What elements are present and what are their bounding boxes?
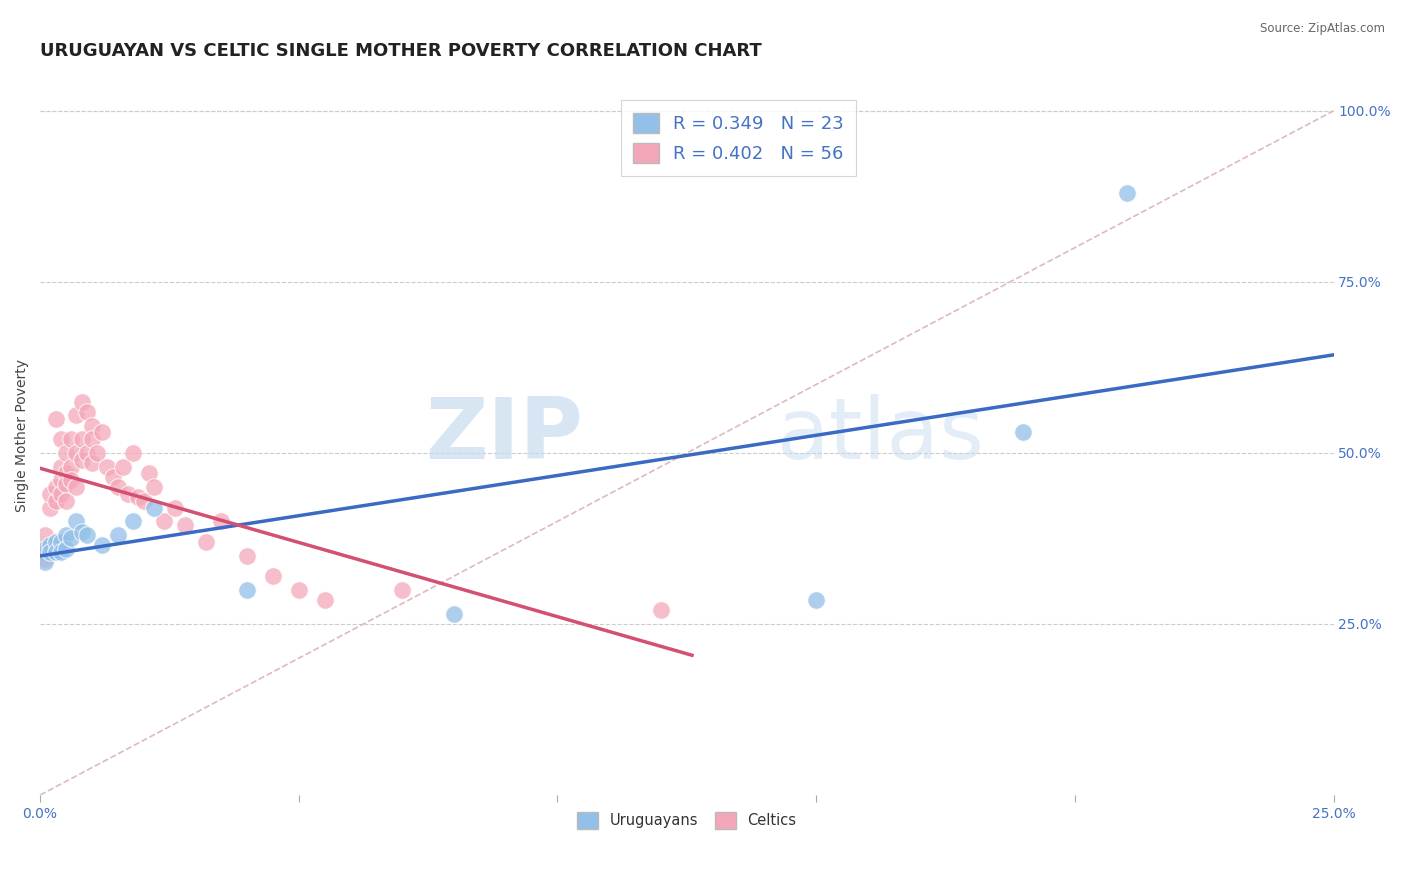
Point	[65, 409, 87, 423]
Point	[174, 517, 197, 532]
Point	[122, 446, 145, 460]
Point	[34, 552, 56, 566]
Point	[91, 425, 114, 440]
Point	[34, 541, 56, 556]
Point	[101, 470, 124, 484]
Point	[45, 411, 67, 425]
Point	[45, 545, 67, 559]
Point	[45, 493, 67, 508]
Point	[60, 473, 83, 487]
Point	[34, 528, 56, 542]
Point	[142, 500, 165, 515]
Point	[55, 541, 77, 556]
Point	[60, 459, 83, 474]
Point	[34, 555, 56, 569]
Point	[70, 394, 93, 409]
Point	[650, 603, 672, 617]
Point	[45, 534, 67, 549]
Point	[314, 593, 336, 607]
Point	[65, 480, 87, 494]
Point	[70, 432, 93, 446]
Point	[55, 467, 77, 481]
Point	[45, 480, 67, 494]
Point	[804, 593, 827, 607]
Point	[76, 528, 98, 542]
Point	[80, 456, 103, 470]
Point	[34, 541, 56, 556]
Y-axis label: Single Mother Poverty: Single Mother Poverty	[15, 359, 30, 512]
Point	[39, 487, 62, 501]
Text: Source: ZipAtlas.com: Source: ZipAtlas.com	[1260, 22, 1385, 36]
Point	[45, 534, 67, 549]
Point	[1012, 425, 1035, 440]
Point	[391, 582, 413, 597]
Point	[122, 514, 145, 528]
Point	[163, 500, 186, 515]
Point	[443, 607, 465, 621]
Point	[49, 545, 72, 559]
Point	[1115, 186, 1137, 200]
Point	[107, 480, 129, 494]
Point	[96, 459, 118, 474]
Point	[55, 476, 77, 491]
Point	[194, 534, 217, 549]
Point	[209, 514, 232, 528]
Point	[107, 528, 129, 542]
Point	[70, 524, 93, 539]
Point	[39, 500, 62, 515]
Point	[55, 493, 77, 508]
Point	[80, 418, 103, 433]
Point	[49, 473, 72, 487]
Point	[117, 487, 139, 501]
Point	[153, 514, 176, 528]
Point	[60, 532, 83, 546]
Point	[55, 528, 77, 542]
Text: ZIP: ZIP	[426, 394, 583, 477]
Point	[65, 514, 87, 528]
Point	[49, 432, 72, 446]
Point	[49, 487, 72, 501]
Point	[111, 459, 134, 474]
Point	[288, 582, 311, 597]
Legend: Uruguayans, Celtics: Uruguayans, Celtics	[571, 806, 803, 834]
Point	[91, 538, 114, 552]
Point	[138, 467, 160, 481]
Point	[49, 459, 72, 474]
Point	[65, 446, 87, 460]
Point	[49, 534, 72, 549]
Point	[236, 549, 259, 563]
Point	[76, 446, 98, 460]
Text: atlas: atlas	[778, 394, 986, 477]
Point	[39, 545, 62, 559]
Point	[262, 569, 284, 583]
Point	[60, 432, 83, 446]
Point	[127, 491, 149, 505]
Point	[39, 541, 62, 556]
Point	[236, 582, 259, 597]
Point	[132, 493, 155, 508]
Point	[86, 446, 108, 460]
Point	[80, 432, 103, 446]
Point	[55, 446, 77, 460]
Point	[76, 405, 98, 419]
Point	[34, 545, 56, 559]
Point	[142, 480, 165, 494]
Point	[70, 452, 93, 467]
Text: URUGUAYAN VS CELTIC SINGLE MOTHER POVERTY CORRELATION CHART: URUGUAYAN VS CELTIC SINGLE MOTHER POVERT…	[41, 42, 762, 60]
Point	[39, 538, 62, 552]
